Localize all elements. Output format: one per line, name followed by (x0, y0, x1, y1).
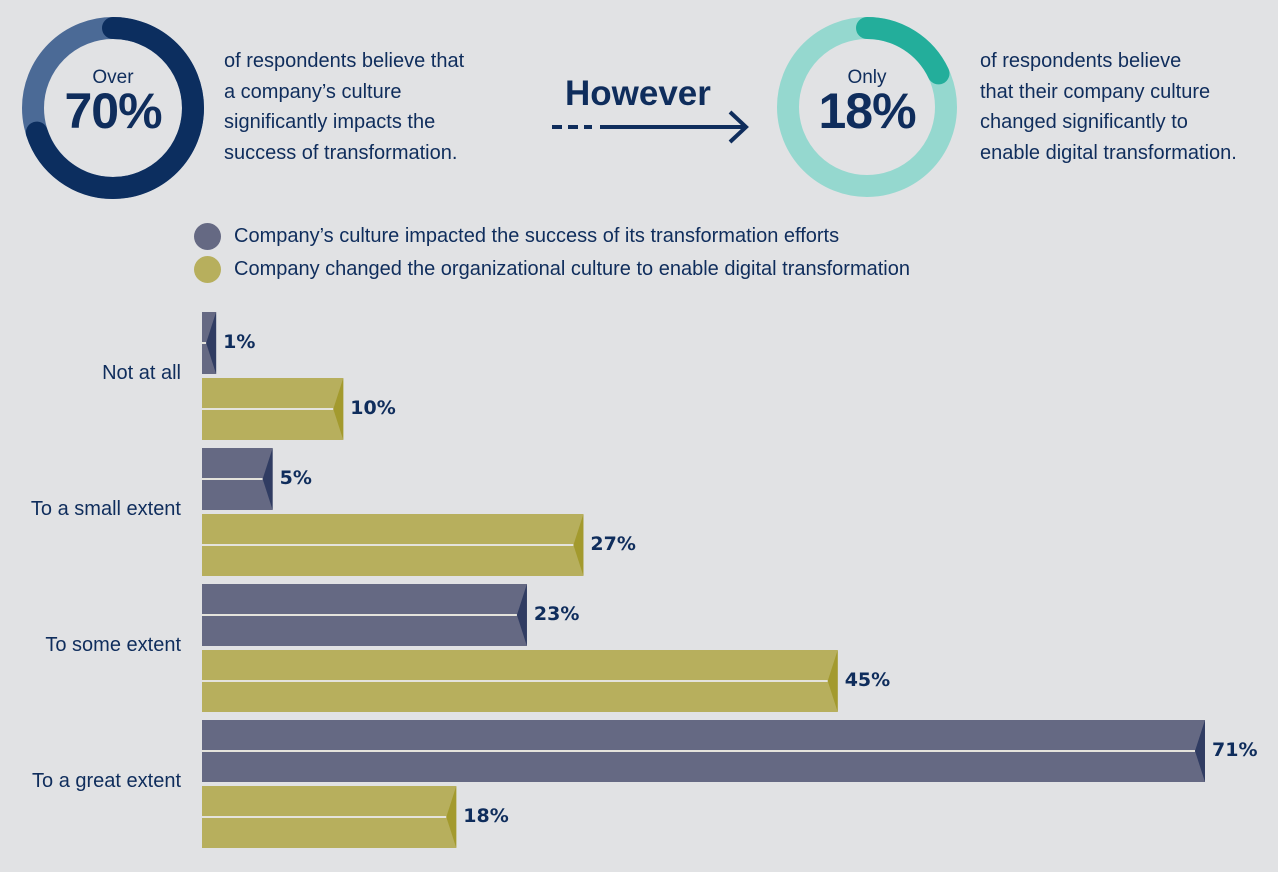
however-label: However (565, 74, 711, 113)
bar-value-label: 1% (223, 331, 256, 353)
bar-culture-impacted (202, 584, 527, 646)
bar-culture-impacted (202, 448, 273, 510)
bar-end-notch (333, 378, 344, 440)
stat-18-line: changed significantly to (980, 111, 1188, 133)
bar-end-notch (446, 786, 457, 848)
bar-culture-changed (202, 514, 584, 576)
stat-18-line: enable digital transformation. (980, 141, 1237, 164)
donut-18: Only 18% (777, 17, 957, 197)
bar-value-label: 45% (844, 669, 891, 691)
stat-18-description: of respondents believe that their compan… (980, 46, 1237, 168)
stat-70-description: of respondents believe that a company’s … (224, 46, 464, 168)
stat-18-line: that their company culture (980, 80, 1211, 103)
bar-end-notch (206, 312, 217, 374)
legend-item-culture-changed: Company changed the organizational cultu… (194, 254, 910, 284)
stat-70-line: a company’s culture (224, 80, 402, 103)
bar-culture-changed (202, 786, 457, 848)
bar-end-notch (516, 584, 527, 646)
legend-item-culture-impacted: Company’s culture impacted the success o… (194, 221, 839, 251)
legend-swatch-purple (194, 222, 221, 250)
donut-70-value: 70% (64, 83, 162, 139)
legend-label: Company changed the organizational cultu… (234, 257, 910, 280)
bar-end-notch (1195, 720, 1205, 782)
category-label-not-at-all: Not at all (102, 362, 181, 384)
donut-18-prefix: Only (847, 67, 887, 88)
donut-18-value: 18% (818, 83, 916, 139)
bar-culture-changed (202, 378, 344, 440)
bar-culture-impacted (202, 720, 1205, 782)
category-label-small-extent: To a small extent (30, 498, 181, 520)
legend-label: Company’s culture impacted the success o… (234, 224, 840, 247)
donut-70: Over 70% (22, 17, 204, 199)
stat-70-line: of respondents believe that (224, 50, 465, 72)
bar-value-label: 27% (590, 533, 636, 555)
donut-18-ring (777, 17, 957, 197)
bar-value-label: 71% (1212, 739, 1258, 761)
donut-70-ring (22, 17, 204, 199)
legend-swatch-olive (194, 255, 221, 283)
bar-value-label: 23% (533, 603, 580, 625)
donut-70-arc (22, 17, 204, 199)
bar-value-label: 18% (463, 805, 509, 827)
bar-culture-impacted (202, 312, 217, 374)
category-label-great-extent: To a great extent (32, 770, 181, 792)
bar-end-notch (262, 448, 273, 510)
bar-end-notch (827, 650, 838, 712)
bar-value-label: 10% (350, 397, 396, 419)
bar-value-label: 5% (279, 467, 312, 489)
stat-18-line: of respondents believe (980, 50, 1182, 72)
donut-18-arc (777, 17, 957, 197)
donut-70-prefix: Over (92, 67, 134, 88)
bar-culture-changed (202, 650, 838, 712)
bar-end-notch (573, 514, 584, 576)
stat-70-line: success of transformation. (224, 141, 458, 164)
arrow-right-icon (552, 110, 749, 144)
stat-70-line: significantly impacts the (224, 111, 436, 133)
category-label-some-extent: To some extent (45, 634, 181, 656)
